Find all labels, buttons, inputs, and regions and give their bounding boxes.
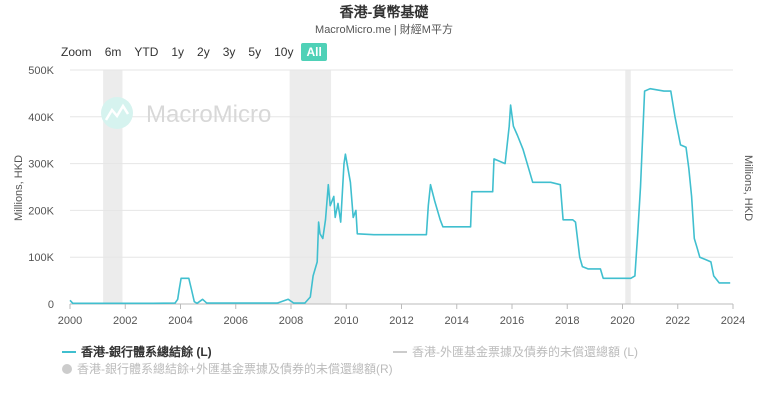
legend-item-bank-balance[interactable]: 香港-銀行體系總結餘 (L): [62, 343, 212, 360]
zoom-10y-button[interactable]: 10y: [274, 45, 294, 59]
x-tick-label: 2018: [555, 315, 579, 327]
legend-label: 香港-外匯基金票據及債券的未償還總額 (L): [412, 345, 638, 359]
x-tick-label: 2012: [389, 315, 413, 327]
legend-label: 香港-銀行體系總結餘 (L): [81, 345, 212, 359]
zoom-6m-button[interactable]: 6m: [104, 45, 122, 59]
legend-label: 香港-銀行體系總結餘+外匯基金票據及債券的未償還總額(R): [77, 362, 393, 376]
y-tick-label: 200K: [28, 205, 54, 217]
x-tick-label: 2014: [445, 315, 469, 327]
series-line-bank-balance: [69, 87, 731, 305]
zoom-bar: Zoom 6m YTD 1y 2y 3y 5y 10y All: [61, 42, 330, 62]
zoom-1y-button[interactable]: 1y: [171, 45, 185, 59]
watermark-text: MacroMicro: [146, 101, 271, 128]
y-tick-label: 400K: [28, 112, 54, 124]
watermark-logo-icon: [101, 97, 133, 129]
chart-subtitle: MacroMicro.me | 財經M平方: [315, 24, 453, 36]
x-tick-label: 2016: [500, 315, 524, 327]
watermark-logo-mark: [104, 103, 130, 121]
legend-line-icon: [393, 350, 407, 353]
zoom-5y-button[interactable]: 5y: [248, 45, 262, 59]
x-tick-label: 2000: [58, 315, 82, 327]
zoom-label: Zoom: [61, 45, 92, 59]
x-tick-label: 2020: [610, 315, 634, 327]
y-tick-label: 100K: [28, 252, 54, 264]
legend-item-combined[interactable]: 香港-銀行體系總結餘+外匯基金票據及債券的未償還總額(R): [62, 360, 393, 377]
zoom-3y-button[interactable]: 3y: [222, 45, 236, 59]
chart-title: 香港-貨幣基礎: [339, 4, 429, 20]
legend-line-icon: [62, 350, 76, 353]
x-tick-label: 2008: [279, 315, 303, 327]
recession-band: [625, 70, 631, 304]
zoom-2y-button[interactable]: 2y: [197, 45, 210, 59]
y-axis-label-right: Millions, HKD: [742, 155, 754, 221]
zoom-all-button[interactable]: All: [301, 43, 327, 61]
y-axis-label-left: Millions, HKD: [13, 155, 25, 221]
y-tick-label: 300K: [28, 159, 54, 171]
x-tick-label: 2022: [666, 315, 690, 327]
x-tick-label: 2006: [224, 315, 248, 327]
x-tick-label: 2004: [168, 315, 192, 327]
watermark: MacroMicro: [101, 97, 271, 129]
legend-dot-icon: [62, 363, 72, 374]
recession-band: [289, 70, 332, 304]
x-tick-label: 2010: [334, 315, 358, 327]
y-tick-label: 0: [48, 299, 54, 311]
legend-item-efbn-outstanding[interactable]: 香港-外匯基金票據及債券的未償還總額 (L): [393, 343, 638, 360]
x-tick-label: 2024: [721, 315, 745, 327]
zoom-ytd-button[interactable]: YTD: [134, 45, 159, 59]
x-tick-label: 2002: [113, 315, 137, 327]
y-tick-label: 500K: [28, 65, 54, 77]
